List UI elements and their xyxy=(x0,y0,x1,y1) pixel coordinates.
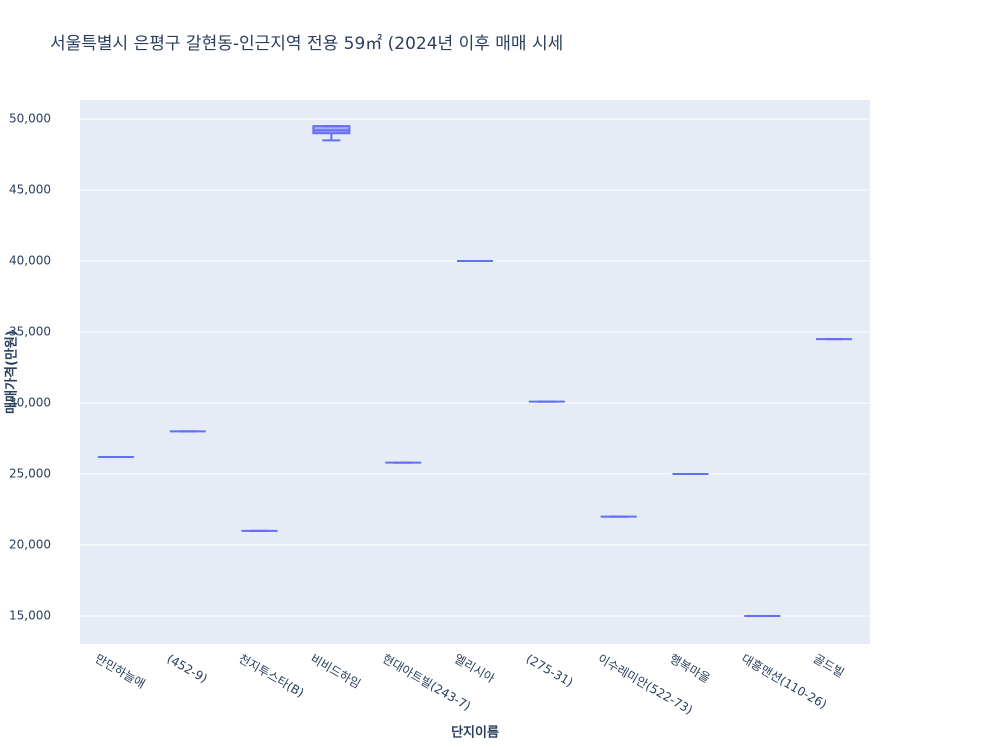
x-tick-label: (452-9) xyxy=(164,652,209,686)
x-tick-label: 비비드하임 xyxy=(308,652,363,692)
plot-area xyxy=(80,100,870,644)
y-tick-label: 30,000 xyxy=(9,396,51,410)
x-axis-title: 단지이름 xyxy=(451,725,499,741)
chart-title: 서울특별시 은평구 갈현동-인근지역 전용 59㎡ (2024년 이후 매매 시… xyxy=(50,34,563,54)
y-tick-label: 25,000 xyxy=(9,467,51,481)
y-tick-label: 45,000 xyxy=(9,183,51,197)
x-tick-label: 천지투스타(B) xyxy=(236,651,307,700)
y-tick-label: 40,000 xyxy=(9,254,51,268)
x-tick-label: 만민하늘애 xyxy=(93,652,148,692)
x-tick-label: 골드빌 xyxy=(811,652,847,681)
y-tick-label: 20,000 xyxy=(9,538,51,552)
x-tick-label: 엘리시아 xyxy=(452,652,497,686)
x-tick-label: (275-31) xyxy=(524,652,576,690)
y-axis-title: 매매가격(만원) xyxy=(4,330,20,414)
x-tick-label: 행복마을 xyxy=(667,651,713,686)
y-tick-label: 15,000 xyxy=(9,609,51,623)
y-tick-label: 50,000 xyxy=(9,112,51,126)
y-tick-label: 35,000 xyxy=(9,325,51,339)
